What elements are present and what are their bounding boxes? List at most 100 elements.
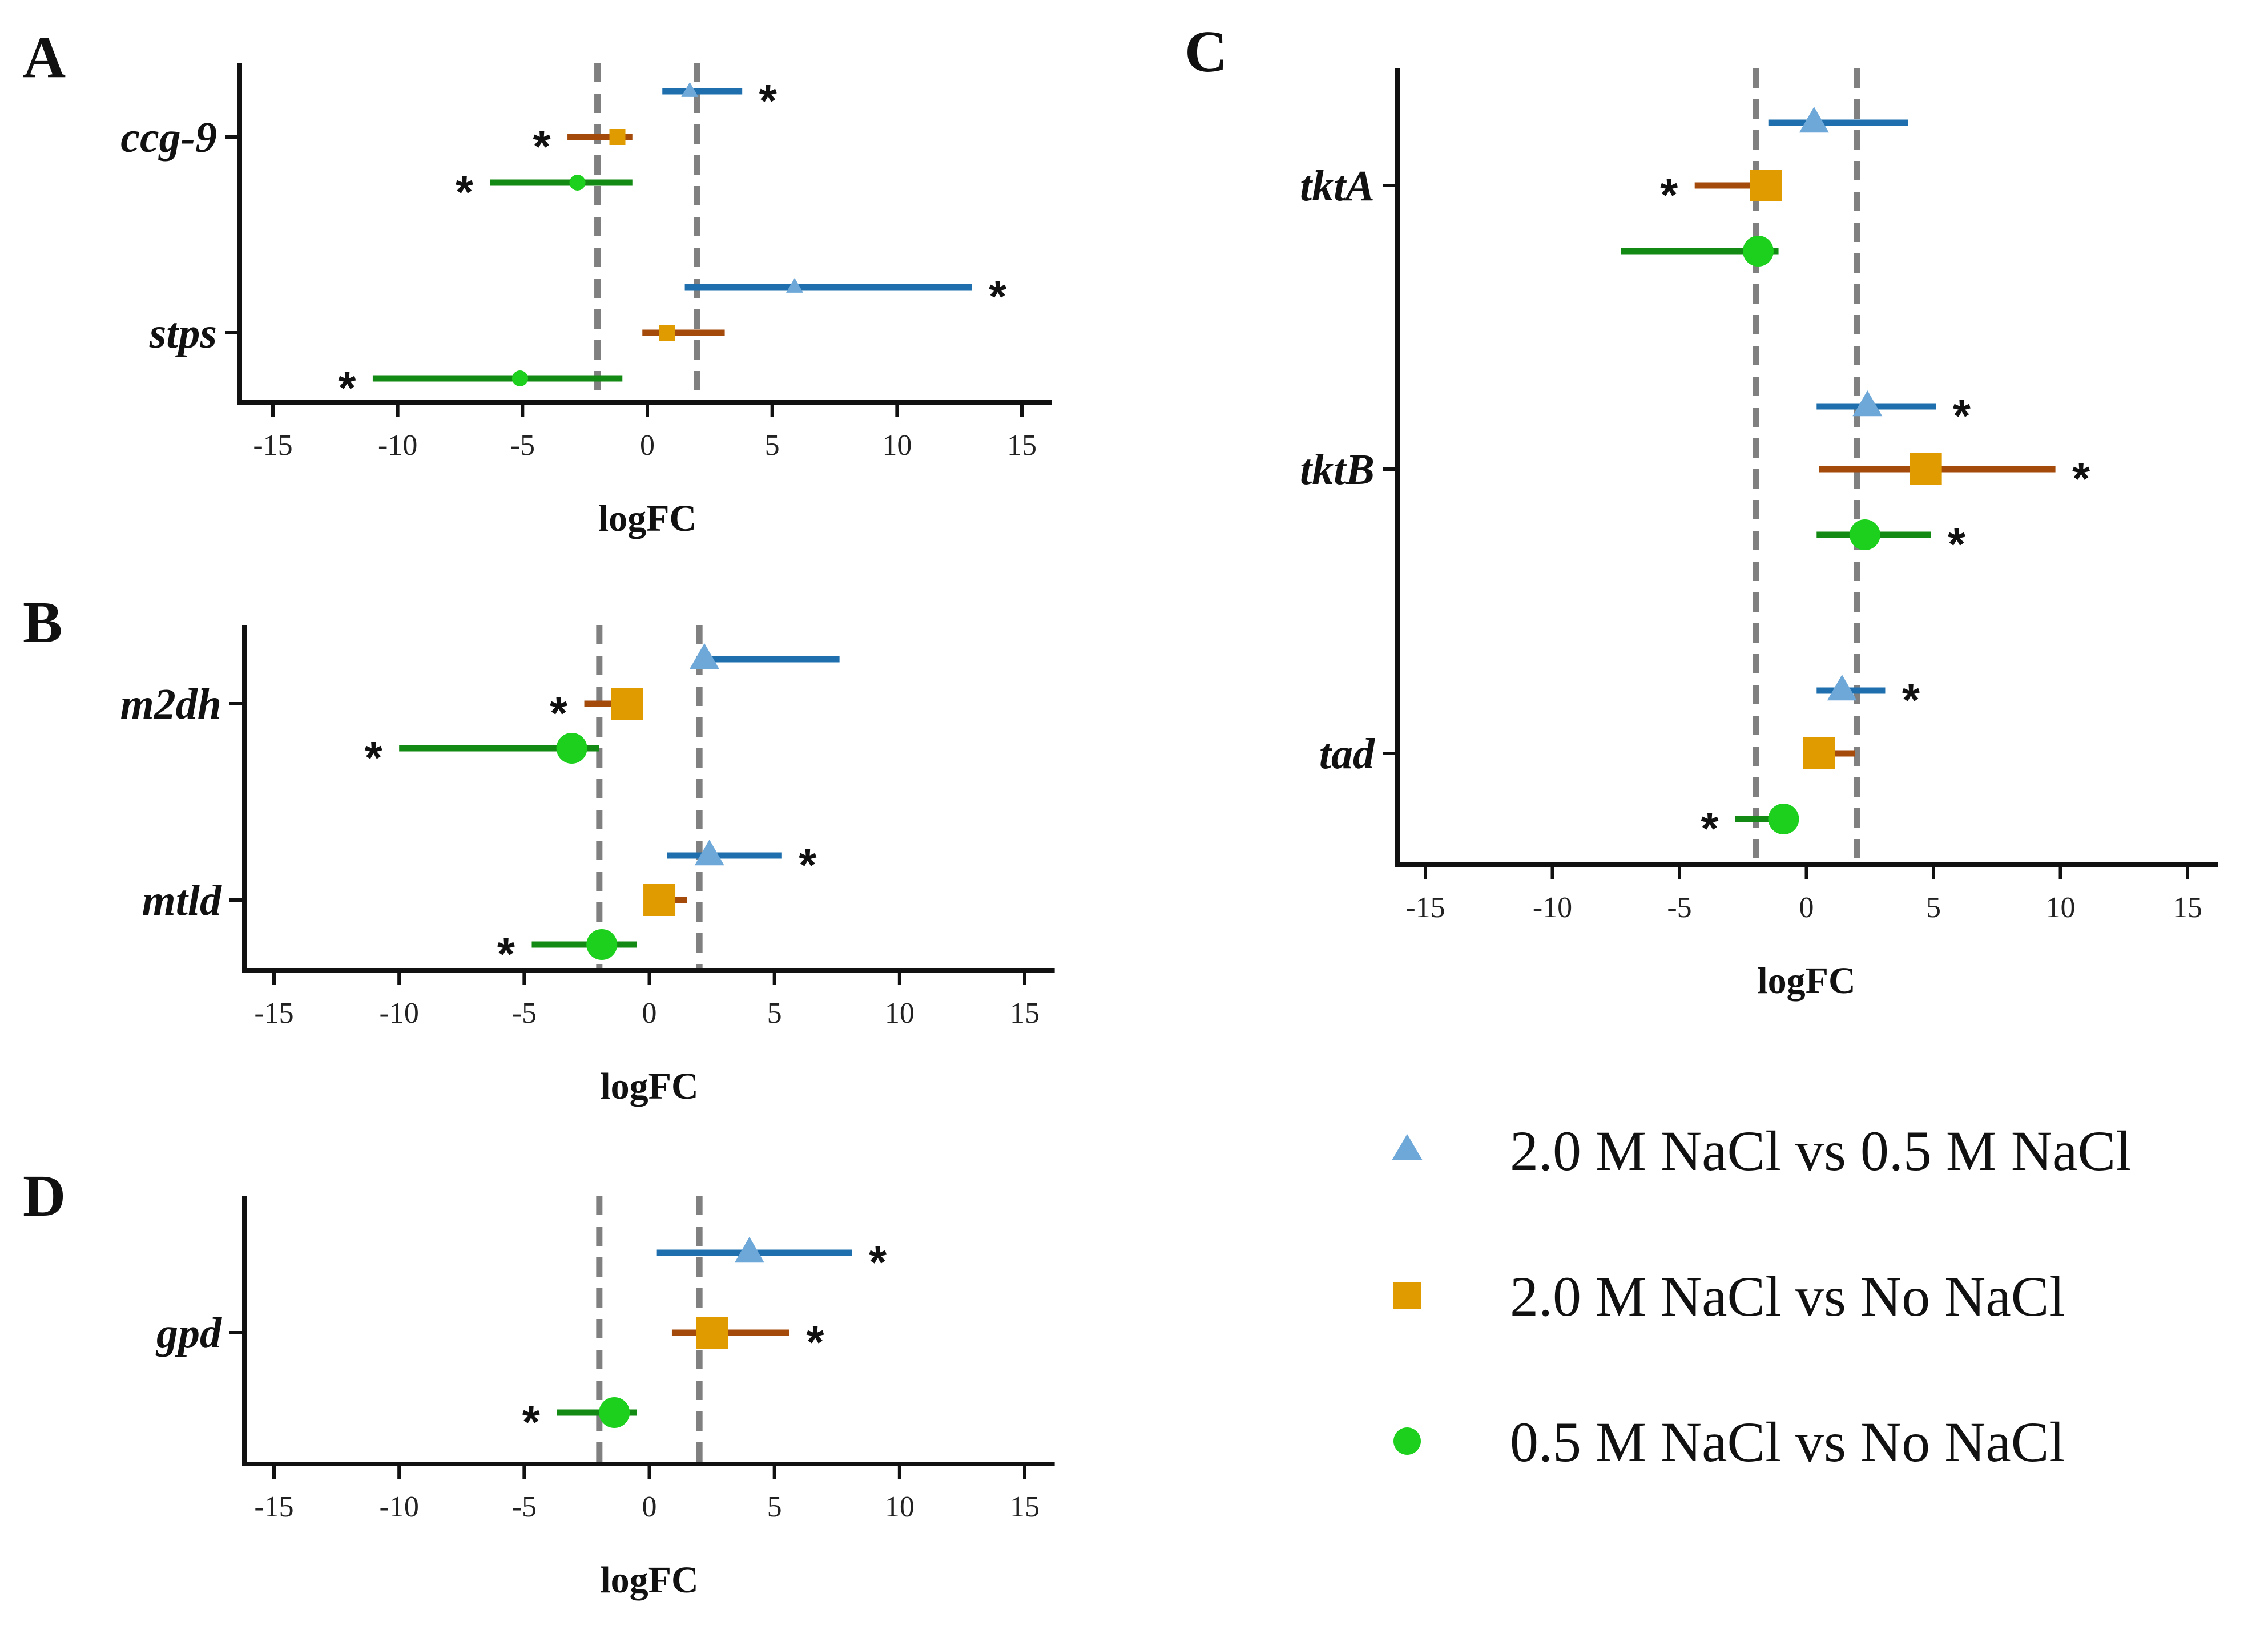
x-tick-label: 5 [767, 1491, 782, 1523]
gene-label: m2dh [120, 680, 221, 728]
x-tick-label: 10 [885, 1491, 915, 1523]
point-marker [786, 277, 804, 293]
point-marker [1827, 674, 1857, 701]
significance-star: * [365, 732, 383, 783]
significance-star: * [550, 688, 568, 739]
gene-label: tad [1319, 730, 1375, 778]
x-tick-label: -5 [510, 429, 535, 462]
significance-star: * [497, 929, 515, 979]
point-marker [1803, 737, 1835, 769]
x-tick-label: 15 [1010, 1491, 1040, 1523]
panel-letter: A [23, 25, 66, 90]
point-marker [643, 884, 676, 916]
x-tick-label: -10 [380, 1491, 419, 1523]
x-tick-label: 0 [640, 429, 655, 462]
panel-letter: D [23, 1163, 66, 1229]
legend-item: 0.5 M NaCl vs No NaCl [1393, 1410, 2065, 1474]
x-tick-label: -15 [253, 429, 292, 462]
point-marker [511, 370, 528, 386]
point-marker [1742, 236, 1774, 267]
gene-label: gpd [155, 1309, 222, 1357]
significance-star: * [456, 167, 474, 217]
panel-d: D -15 -10 -5 0 5 10 15 logFC gpd * * * [23, 1163, 1055, 1601]
significance-star: * [1953, 390, 1971, 441]
x-axis-title: logFC [600, 1066, 698, 1107]
x-axis-title: logFC [1757, 960, 1855, 1002]
x-tick-label: -10 [378, 429, 417, 462]
significance-star: * [1660, 170, 1678, 220]
x-tick-label: 5 [765, 429, 780, 462]
significance-star: * [799, 840, 817, 890]
x-tick-label: 0 [642, 997, 657, 1030]
x-tick-label: 0 [642, 1491, 657, 1523]
legend-marker [1393, 1427, 1421, 1455]
gene-label: mtld [142, 877, 222, 925]
point-marker [696, 1317, 728, 1349]
legend-label: 2.0 M NaCl vs 0.5 M NaCl [1510, 1119, 2132, 1183]
gene-label: stps [149, 309, 217, 357]
significance-star: * [759, 75, 778, 126]
x-tick-label: -15 [254, 997, 293, 1030]
point-marker [694, 839, 724, 866]
legend-item: 2.0 M NaCl vs 0.5 M NaCl [1392, 1119, 2132, 1183]
x-tick-label: 15 [1007, 429, 1037, 462]
significance-star: * [2072, 453, 2090, 504]
point-marker [1768, 804, 1799, 834]
significance-star: * [1902, 675, 1920, 725]
point-marker [611, 688, 643, 720]
significance-star: * [1701, 803, 1719, 854]
x-tick-label: -10 [1533, 891, 1572, 924]
panels: A -15 -10 -5 0 5 10 15 logFC ccg-9 * * * stps * * B -15 -1… [23, 19, 2218, 1601]
point-marker [734, 1236, 764, 1263]
x-tick-label: 15 [1010, 997, 1040, 1030]
point-marker [599, 1397, 630, 1428]
significance-star: * [806, 1317, 824, 1367]
legend-label: 2.0 M NaCl vs No NaCl [1510, 1265, 2065, 1328]
x-axis-title: logFC [600, 1559, 698, 1601]
point-marker [569, 175, 586, 191]
x-tick-label: -5 [512, 997, 537, 1030]
panel-b: B -15 -10 -5 0 5 10 15 logFC m2dh * * mtld * * [23, 590, 1055, 1107]
x-tick-label: 10 [2046, 891, 2076, 924]
x-tick-label: 10 [882, 429, 912, 462]
legend-item: 2.0 M NaCl vs No NaCl [1393, 1265, 2065, 1328]
x-axis-title: logFC [598, 498, 696, 539]
x-tick-label: -10 [380, 997, 419, 1030]
gene-label: tktB [1300, 446, 1375, 494]
panel-a: A -15 -10 -5 0 5 10 15 logFC ccg-9 * * * stps * * [23, 25, 1052, 539]
legend-marker [1393, 1282, 1421, 1309]
panel-letter: C [1185, 19, 1227, 84]
legend-marker [1392, 1134, 1423, 1160]
x-tick-label: -15 [254, 1491, 293, 1523]
point-marker [681, 82, 699, 97]
legend: 2.0 M NaCl vs 0.5 M NaCl 2.0 M NaCl vs No… [1392, 1119, 2132, 1474]
x-tick-label: 0 [1799, 891, 1814, 924]
point-marker [1910, 453, 1942, 485]
x-tick-label: -5 [1667, 891, 1691, 924]
gene-label: ccg-9 [120, 114, 217, 162]
x-tick-label: -5 [512, 1491, 537, 1523]
significance-star: * [533, 121, 551, 172]
point-marker [689, 643, 719, 669]
x-tick-label: 15 [2173, 891, 2202, 924]
significance-star: * [1948, 519, 1966, 570]
point-marker [1849, 519, 1880, 550]
point-marker [1750, 170, 1782, 201]
x-tick-label: 10 [885, 997, 915, 1030]
x-tick-label: -15 [1405, 891, 1445, 924]
significance-star: * [522, 1397, 541, 1447]
significance-star: * [989, 271, 1007, 322]
point-marker [556, 733, 587, 764]
significance-star: * [338, 362, 356, 413]
point-marker [1799, 106, 1829, 133]
point-marker [609, 129, 626, 145]
gene-label: tktA [1300, 162, 1375, 210]
panel-c: C -15 -10 -5 0 5 10 15 logFC tktA * tktB * * * tad * * [1185, 19, 2218, 1002]
point-marker [659, 325, 675, 341]
significance-star: * [869, 1237, 887, 1288]
legend-label: 0.5 M NaCl vs No NaCl [1510, 1410, 2065, 1474]
x-tick-label: 5 [767, 997, 782, 1030]
x-tick-label: 5 [1926, 891, 1941, 924]
point-marker [1852, 390, 1883, 417]
